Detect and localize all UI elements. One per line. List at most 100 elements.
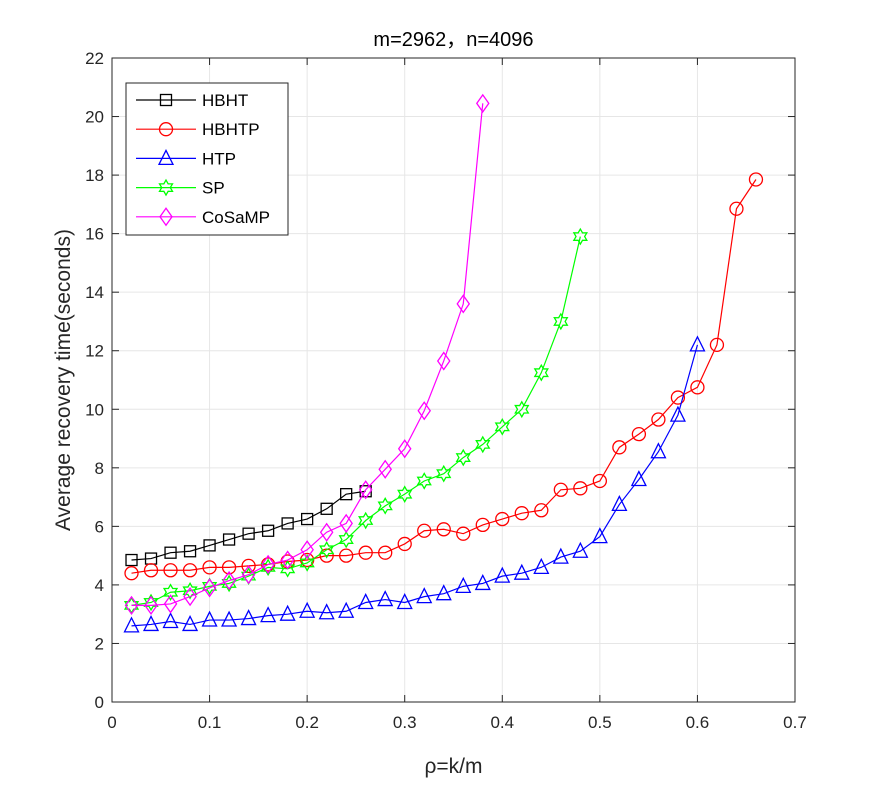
data-point-hbht	[203, 539, 216, 552]
x-tick-label: 0.4	[490, 713, 514, 732]
data-point-htp	[123, 616, 140, 633]
y-tick-label: 18	[85, 166, 104, 185]
data-point-hbhtp	[339, 548, 354, 563]
data-point-htp	[142, 614, 160, 632]
data-point-sp	[338, 530, 354, 549]
y-tick-label: 20	[85, 108, 104, 127]
data-point-hbht	[340, 488, 353, 501]
data-point-sp	[514, 400, 530, 419]
legend: HBHT HBHTP HTP SP CoSaMP	[125, 82, 289, 236]
data-point-sp	[279, 559, 296, 578]
plot-frame	[111, 57, 796, 703]
data-point-cosamp	[163, 594, 178, 614]
data-point-htp	[455, 576, 472, 594]
series-htp	[123, 335, 706, 633]
data-point-hbhtp	[417, 523, 432, 538]
data-point-cosamp	[319, 522, 334, 542]
y-tick-label: 8	[95, 459, 104, 478]
series-line-htp	[131, 344, 699, 627]
data-point-htp	[513, 563, 530, 580]
data-point-htp	[182, 614, 199, 632]
data-point-cosamp	[202, 578, 217, 598]
data-point-hbhtp	[514, 506, 529, 521]
data-point-htp	[494, 566, 511, 583]
data-point-htp	[221, 610, 238, 627]
data-point-hbhtp	[475, 517, 490, 533]
x-tick-label: 0.1	[198, 713, 222, 732]
data-point-hbhtp	[436, 522, 451, 537]
data-point-sp	[436, 464, 452, 483]
legend-marker-hbht	[159, 93, 173, 107]
x-tick-label: 0.5	[588, 713, 612, 732]
legend-box	[125, 82, 289, 236]
data-point-htp	[279, 604, 296, 621]
series-cosamp	[124, 93, 490, 616]
data-point-htp	[416, 587, 433, 604]
data-point-htp	[650, 442, 667, 459]
data-point-sp	[299, 554, 315, 572]
y-tick-label: 6	[95, 517, 104, 536]
y-tick-label: 22	[85, 49, 104, 68]
legend-label-cosamp: CoSaMP	[202, 208, 270, 227]
x-axis-title: ρ=k/m	[424, 755, 482, 778]
data-point-htp	[630, 470, 647, 487]
x-tick-label: 0.2	[295, 713, 319, 732]
data-point-hbhtp	[534, 503, 549, 518]
data-point-cosamp	[300, 540, 314, 560]
data-point-hbhtp	[456, 526, 471, 541]
data-point-hbht	[300, 512, 314, 526]
data-point-sp	[143, 593, 159, 612]
data-point-cosamp	[280, 550, 295, 570]
data-point-htp	[689, 335, 706, 352]
data-point-cosamp	[183, 586, 197, 607]
series-layer	[123, 93, 764, 633]
chart-title: m=2962，n=4096	[373, 29, 533, 51]
data-point-htp	[260, 606, 277, 623]
data-point-htp	[591, 527, 608, 544]
series-sp	[123, 227, 588, 615]
data-point-htp	[669, 405, 686, 422]
data-point-hbhtp	[221, 560, 237, 575]
data-point-hbhtp	[612, 440, 627, 455]
data-point-sp	[533, 363, 549, 382]
data-point-hbht	[320, 502, 333, 515]
x-tick-label: 0.7	[783, 713, 807, 732]
data-point-htp	[377, 590, 394, 607]
data-point-sp	[201, 577, 218, 596]
data-point-hbhtp	[495, 511, 510, 527]
data-point-sp	[397, 485, 413, 503]
data-point-htp	[474, 573, 491, 591]
data-point-hbhtp	[241, 558, 256, 574]
series-line-sp	[131, 236, 581, 606]
series-hbht	[125, 485, 372, 567]
data-point-cosamp	[261, 554, 275, 575]
data-point-hbhtp	[553, 482, 568, 497]
data-point-cosamp	[456, 294, 471, 314]
data-point-cosamp	[144, 595, 158, 616]
data-point-sp	[553, 312, 569, 331]
y-tick-label: 0	[95, 693, 104, 712]
legend-label-hbht: HBHT	[202, 91, 248, 110]
series-line-cosamp	[131, 103, 484, 607]
data-point-cosamp	[241, 565, 256, 585]
y-tick-label: 14	[85, 283, 104, 302]
data-point-cosamp	[397, 439, 412, 459]
data-point-hbhtp	[202, 560, 217, 575]
data-point-cosamp	[339, 513, 353, 534]
legend-marker-cosamp	[159, 207, 173, 227]
data-point-htp	[338, 601, 355, 618]
x-tick-label: 0	[107, 713, 116, 732]
data-point-cosamp	[436, 351, 451, 371]
data-point-hbhtp	[592, 473, 608, 489]
data-point-hbhtp	[143, 563, 159, 578]
data-point-hbhtp	[631, 427, 647, 442]
data-point-htp	[162, 612, 179, 629]
data-point-sp	[572, 227, 588, 246]
data-point-cosamp	[358, 480, 373, 500]
data-point-sp	[377, 497, 393, 515]
data-point-hbhtp	[690, 380, 705, 395]
data-point-hbhtp	[748, 172, 764, 187]
data-point-htp	[396, 593, 413, 610]
data-point-sp	[416, 472, 432, 490]
